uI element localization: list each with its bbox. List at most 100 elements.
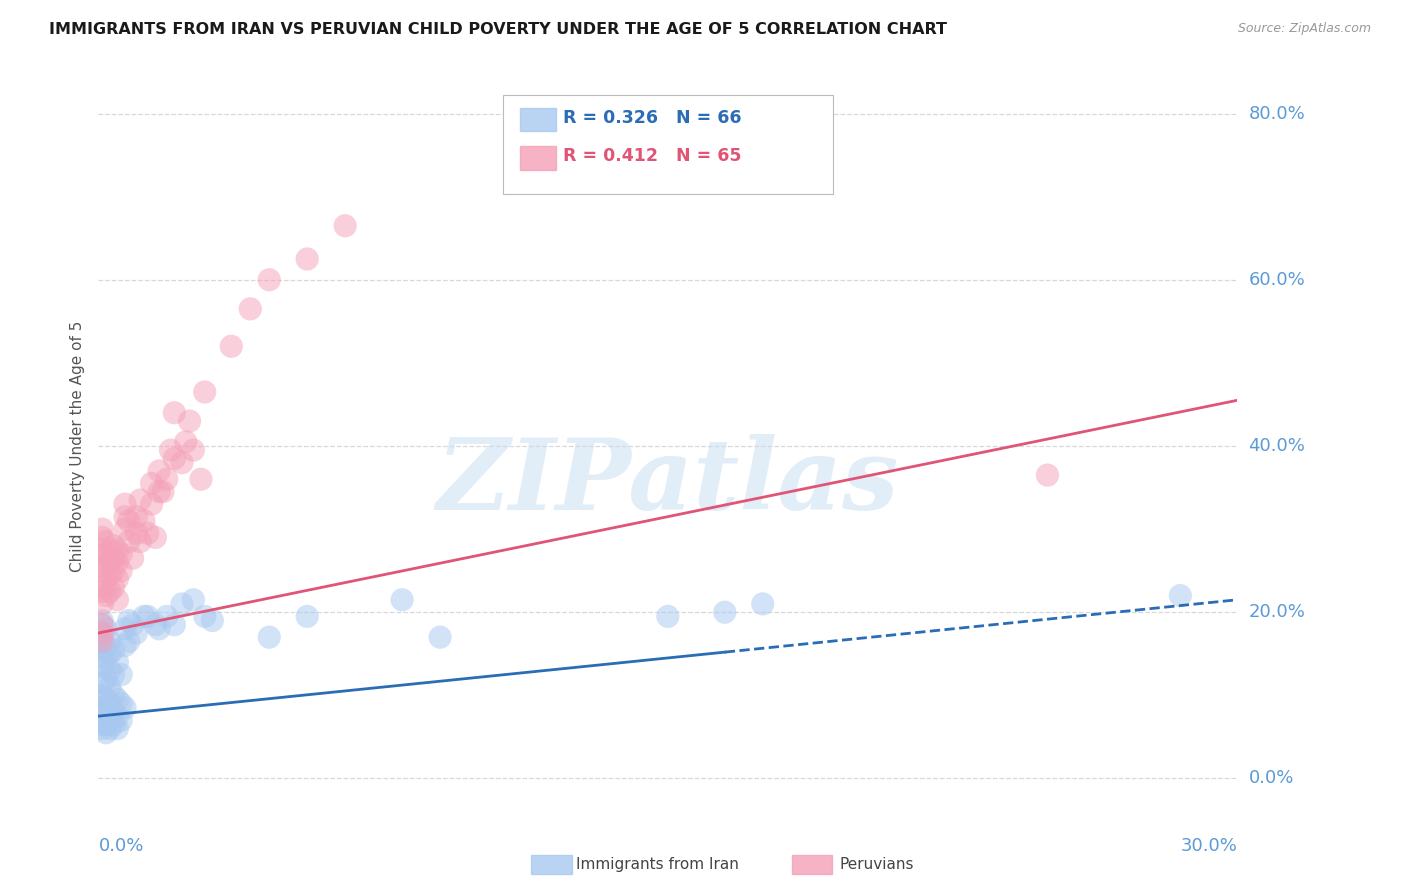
Point	[98, 567, 121, 582]
Point	[91, 564, 114, 578]
Y-axis label: Child Poverty Under the Age of 5: Child Poverty Under the Age of 5	[69, 320, 84, 572]
Point	[297, 252, 319, 266]
Point	[118, 634, 141, 648]
Point	[297, 609, 319, 624]
Point	[114, 522, 136, 536]
Point	[163, 451, 186, 466]
Point	[179, 414, 201, 428]
Point	[103, 580, 125, 594]
Point	[91, 614, 114, 628]
Point	[114, 509, 136, 524]
Point	[714, 605, 737, 619]
Point	[94, 705, 117, 719]
Text: Source: ZipAtlas.com: Source: ZipAtlas.com	[1237, 22, 1371, 36]
Point	[91, 717, 114, 731]
Point	[107, 692, 129, 706]
Point	[91, 659, 114, 673]
Point	[94, 725, 117, 739]
Point	[194, 609, 217, 624]
Point	[103, 689, 125, 703]
Point	[91, 651, 114, 665]
Point	[91, 580, 114, 594]
Point	[125, 526, 148, 541]
Point	[107, 572, 129, 586]
Point	[156, 609, 179, 624]
Point	[107, 709, 129, 723]
Point	[91, 709, 114, 723]
Point	[91, 634, 114, 648]
Point	[156, 472, 179, 486]
Point	[118, 514, 141, 528]
Point	[110, 547, 132, 561]
Point	[148, 484, 170, 499]
Point	[132, 514, 155, 528]
Point	[148, 622, 170, 636]
Point	[110, 564, 132, 578]
Point	[91, 522, 114, 536]
Point	[239, 301, 262, 316]
Point	[91, 701, 114, 715]
Text: 0.0%: 0.0%	[98, 837, 143, 855]
Point	[114, 497, 136, 511]
Point	[114, 622, 136, 636]
Point	[107, 655, 129, 669]
Point	[94, 559, 117, 574]
Text: 40.0%: 40.0%	[1249, 437, 1305, 455]
Point	[259, 273, 281, 287]
Point	[657, 609, 679, 624]
Point	[103, 642, 125, 657]
Point	[103, 705, 125, 719]
Text: 30.0%: 30.0%	[1181, 837, 1237, 855]
Point	[170, 456, 193, 470]
Text: 80.0%: 80.0%	[1249, 104, 1305, 122]
Text: 60.0%: 60.0%	[1249, 271, 1305, 289]
Point	[94, 589, 117, 603]
Point	[118, 614, 141, 628]
Point	[98, 680, 121, 694]
Point	[91, 689, 114, 703]
Point	[91, 617, 114, 632]
Point	[107, 592, 129, 607]
Point	[141, 476, 163, 491]
Point	[98, 584, 121, 599]
Point	[1036, 468, 1059, 483]
Point	[107, 542, 129, 557]
Point	[163, 617, 186, 632]
Point	[121, 617, 143, 632]
Point	[94, 672, 117, 686]
Point	[91, 626, 114, 640]
Point	[221, 339, 243, 353]
Point	[1170, 589, 1192, 603]
Point	[170, 597, 193, 611]
Point	[136, 526, 159, 541]
Point	[114, 639, 136, 653]
Text: ZIPatlas: ZIPatlas	[437, 434, 898, 531]
Point	[91, 722, 114, 736]
Point	[259, 630, 281, 644]
Point	[91, 597, 114, 611]
Point	[132, 609, 155, 624]
Point	[98, 664, 121, 678]
Text: Immigrants from Iran: Immigrants from Iran	[576, 857, 740, 871]
Point	[145, 617, 167, 632]
Point	[98, 709, 121, 723]
Point	[174, 434, 197, 449]
Point	[94, 692, 117, 706]
Text: R = 0.326   N = 66: R = 0.326 N = 66	[562, 110, 741, 128]
Point	[190, 472, 212, 486]
Point	[91, 584, 114, 599]
Point	[107, 555, 129, 569]
Point	[183, 592, 205, 607]
Point	[91, 530, 114, 544]
Point	[110, 667, 132, 681]
Point	[125, 626, 148, 640]
Point	[98, 634, 121, 648]
Point	[141, 497, 163, 511]
Point	[103, 564, 125, 578]
Point	[129, 534, 152, 549]
Text: R = 0.412   N = 65: R = 0.412 N = 65	[562, 147, 741, 165]
Point	[110, 697, 132, 711]
Point	[98, 555, 121, 569]
Point	[98, 697, 121, 711]
Point	[98, 722, 121, 736]
